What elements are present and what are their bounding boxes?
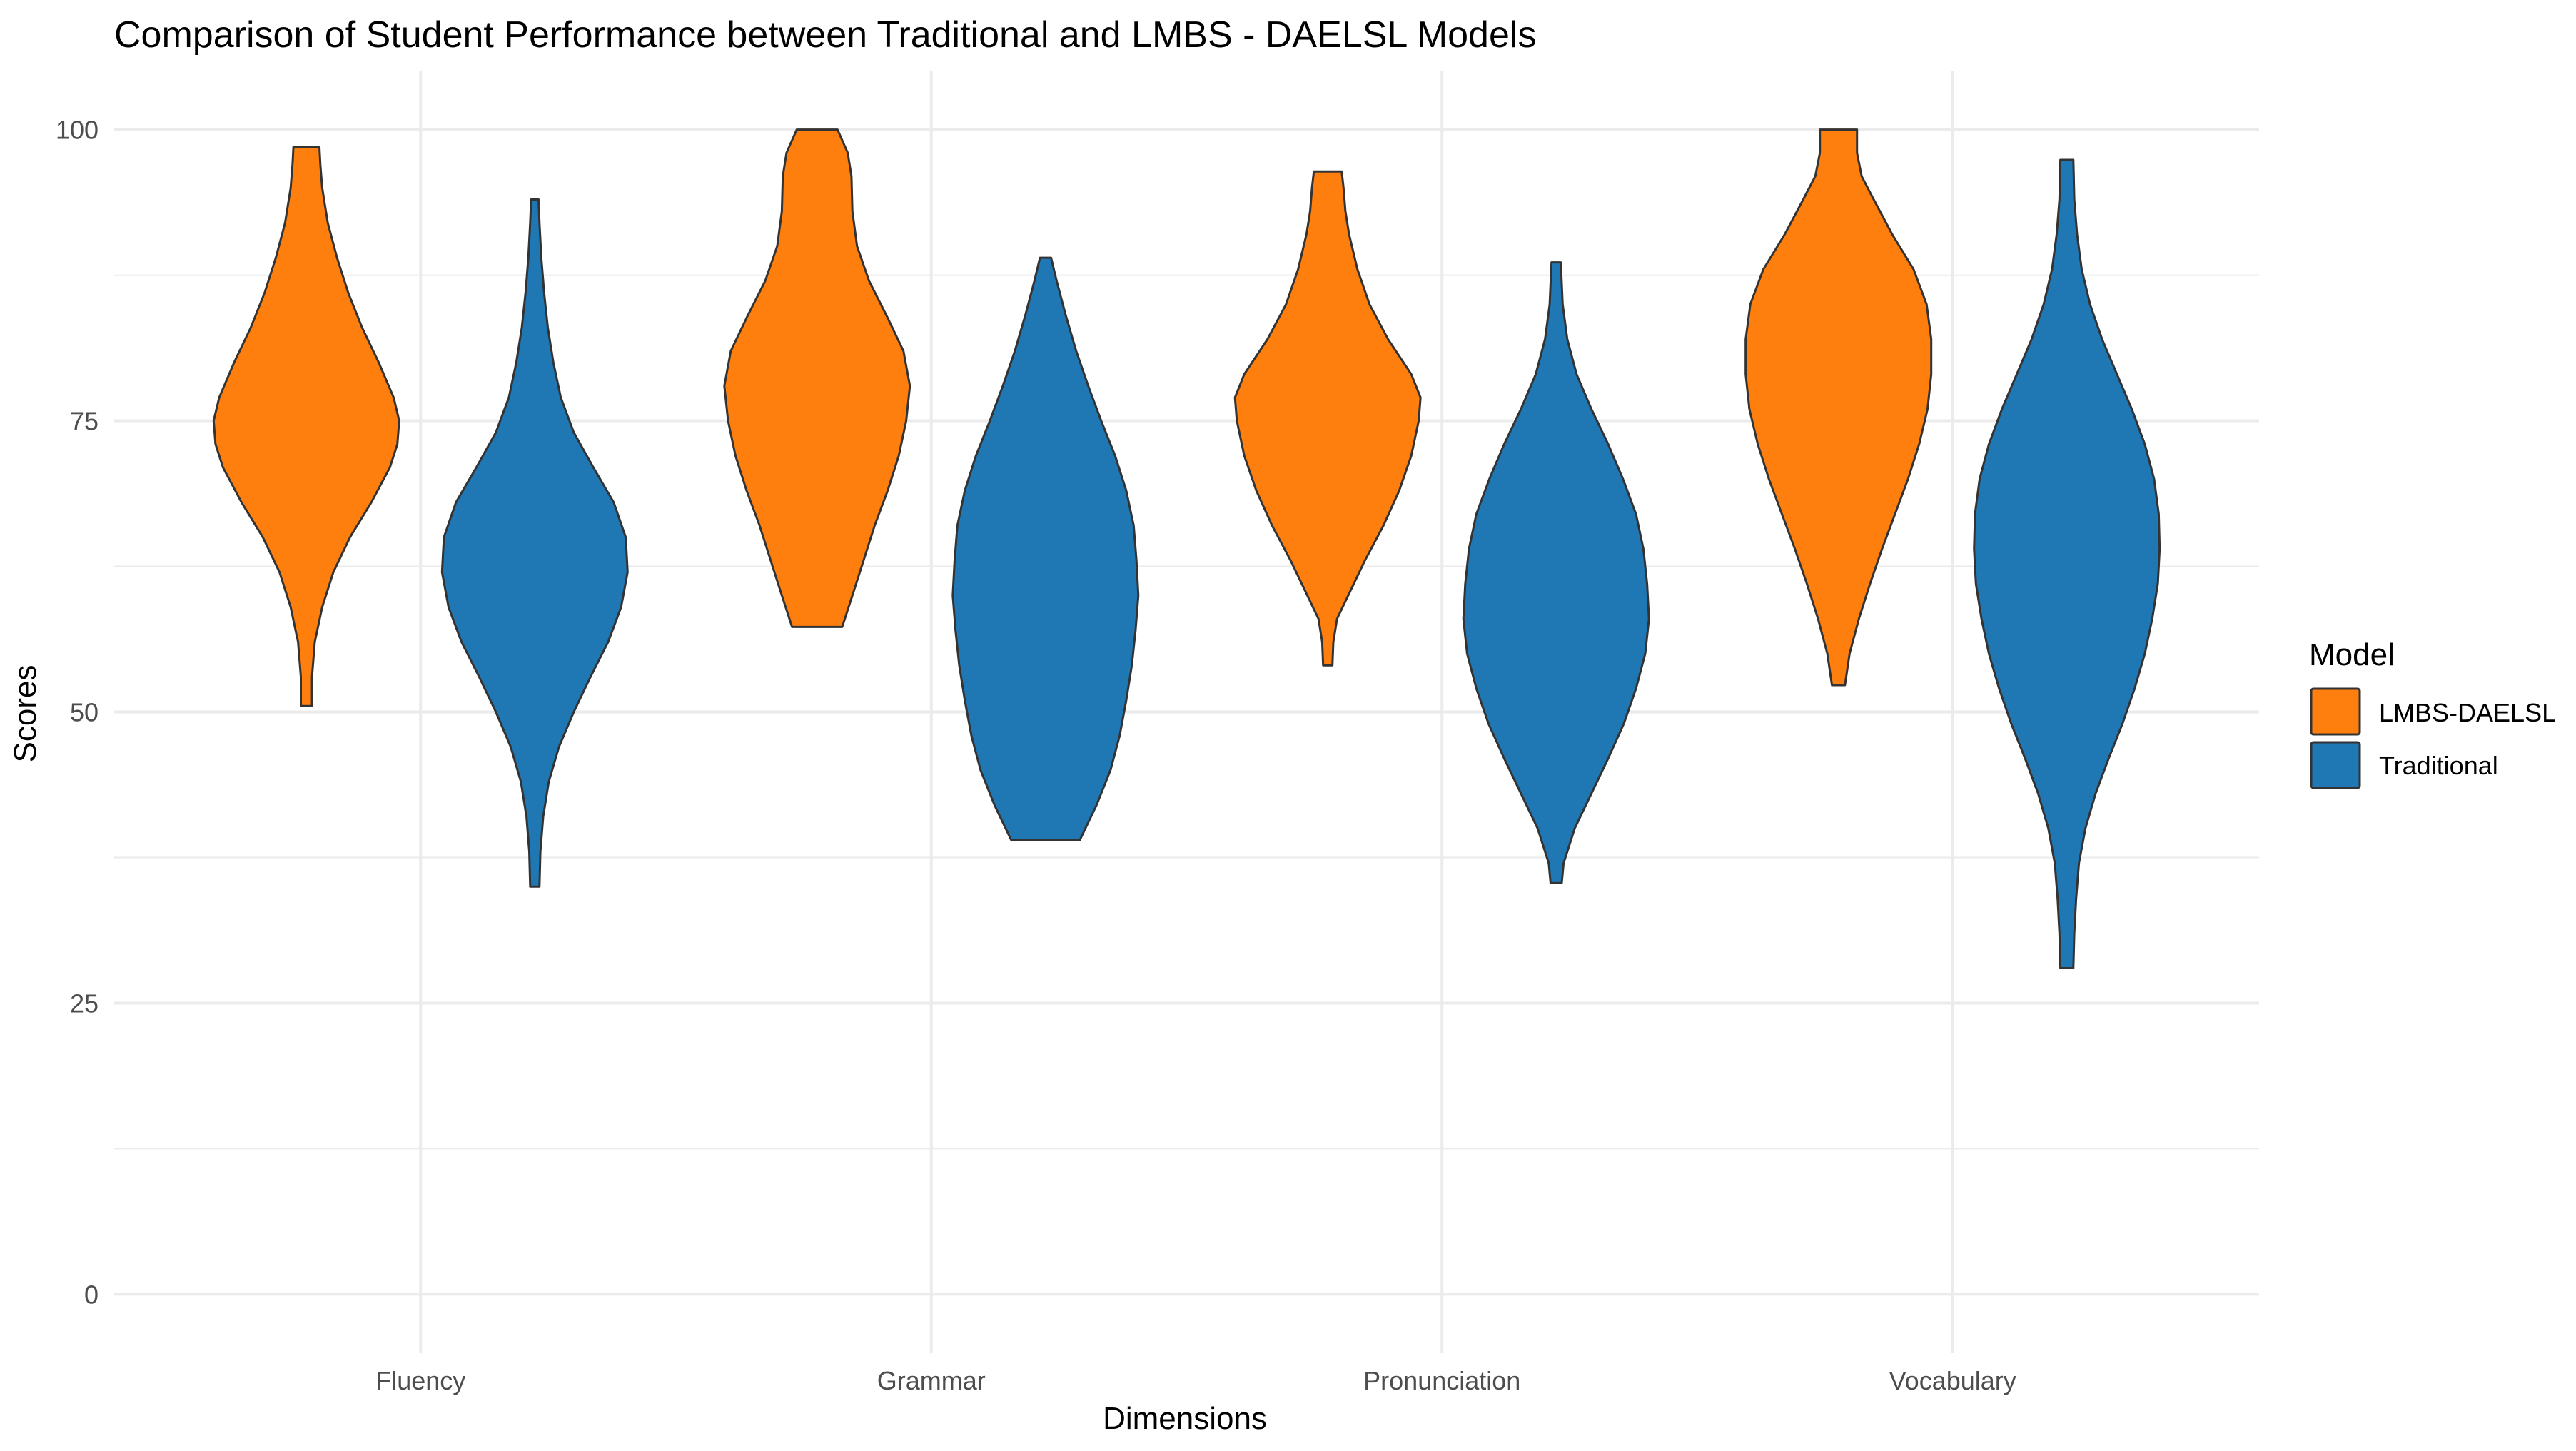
violin-lmbs-daelsl-grammar (723, 128, 911, 628)
x-tick-label-fluency: Fluency (375, 1366, 465, 1395)
chart-title: Comparison of Student Performance betwee… (114, 14, 1536, 56)
legend-swatch-lmbs-daelsl (2310, 687, 2361, 736)
legend: Model LMBS-DAELSL Traditional (2309, 637, 2556, 789)
violin-traditional-grammar (951, 256, 1140, 841)
grid-layer (114, 71, 2259, 1353)
y-axis-title: Scores (8, 665, 43, 763)
violin-lmbs-daelsl-vocabulary (1744, 128, 1933, 687)
x-tick-label-pronunciation: Pronunciation (1363, 1366, 1520, 1395)
y-tick-label: 75 (70, 407, 99, 436)
y-tick-label: 100 (56, 116, 99, 145)
violin-traditional-pronunciation (1462, 261, 1650, 884)
y-tick-label: 50 (70, 698, 99, 727)
x-axis: Fluency Grammar Pronunciation Vocabulary (375, 1366, 2016, 1395)
violin-traditional-fluency (440, 198, 629, 888)
y-axis: 0 25 50 75 100 (56, 116, 99, 1310)
y-tick-label: 25 (70, 989, 99, 1018)
legend-label-traditional: Traditional (2379, 751, 2498, 780)
legend-title: Model (2309, 637, 2395, 672)
x-tick-label-grammar: Grammar (877, 1366, 986, 1395)
violin-traditional-vocabulary (1973, 158, 2161, 969)
x-tick-label-vocabulary: Vocabulary (1889, 1366, 2016, 1395)
violin-lmbs-daelsl-fluency (212, 146, 400, 707)
legend-swatch-traditional (2310, 741, 2361, 789)
violins-layer (212, 128, 2161, 969)
x-axis-title: Dimensions (1103, 1401, 1267, 1436)
legend-label-lmbs-daelsl: LMBS-DAELSL (2379, 698, 2556, 727)
violin-lmbs-daelsl-pronunciation (1233, 170, 1422, 667)
y-tick-label: 0 (84, 1280, 99, 1309)
